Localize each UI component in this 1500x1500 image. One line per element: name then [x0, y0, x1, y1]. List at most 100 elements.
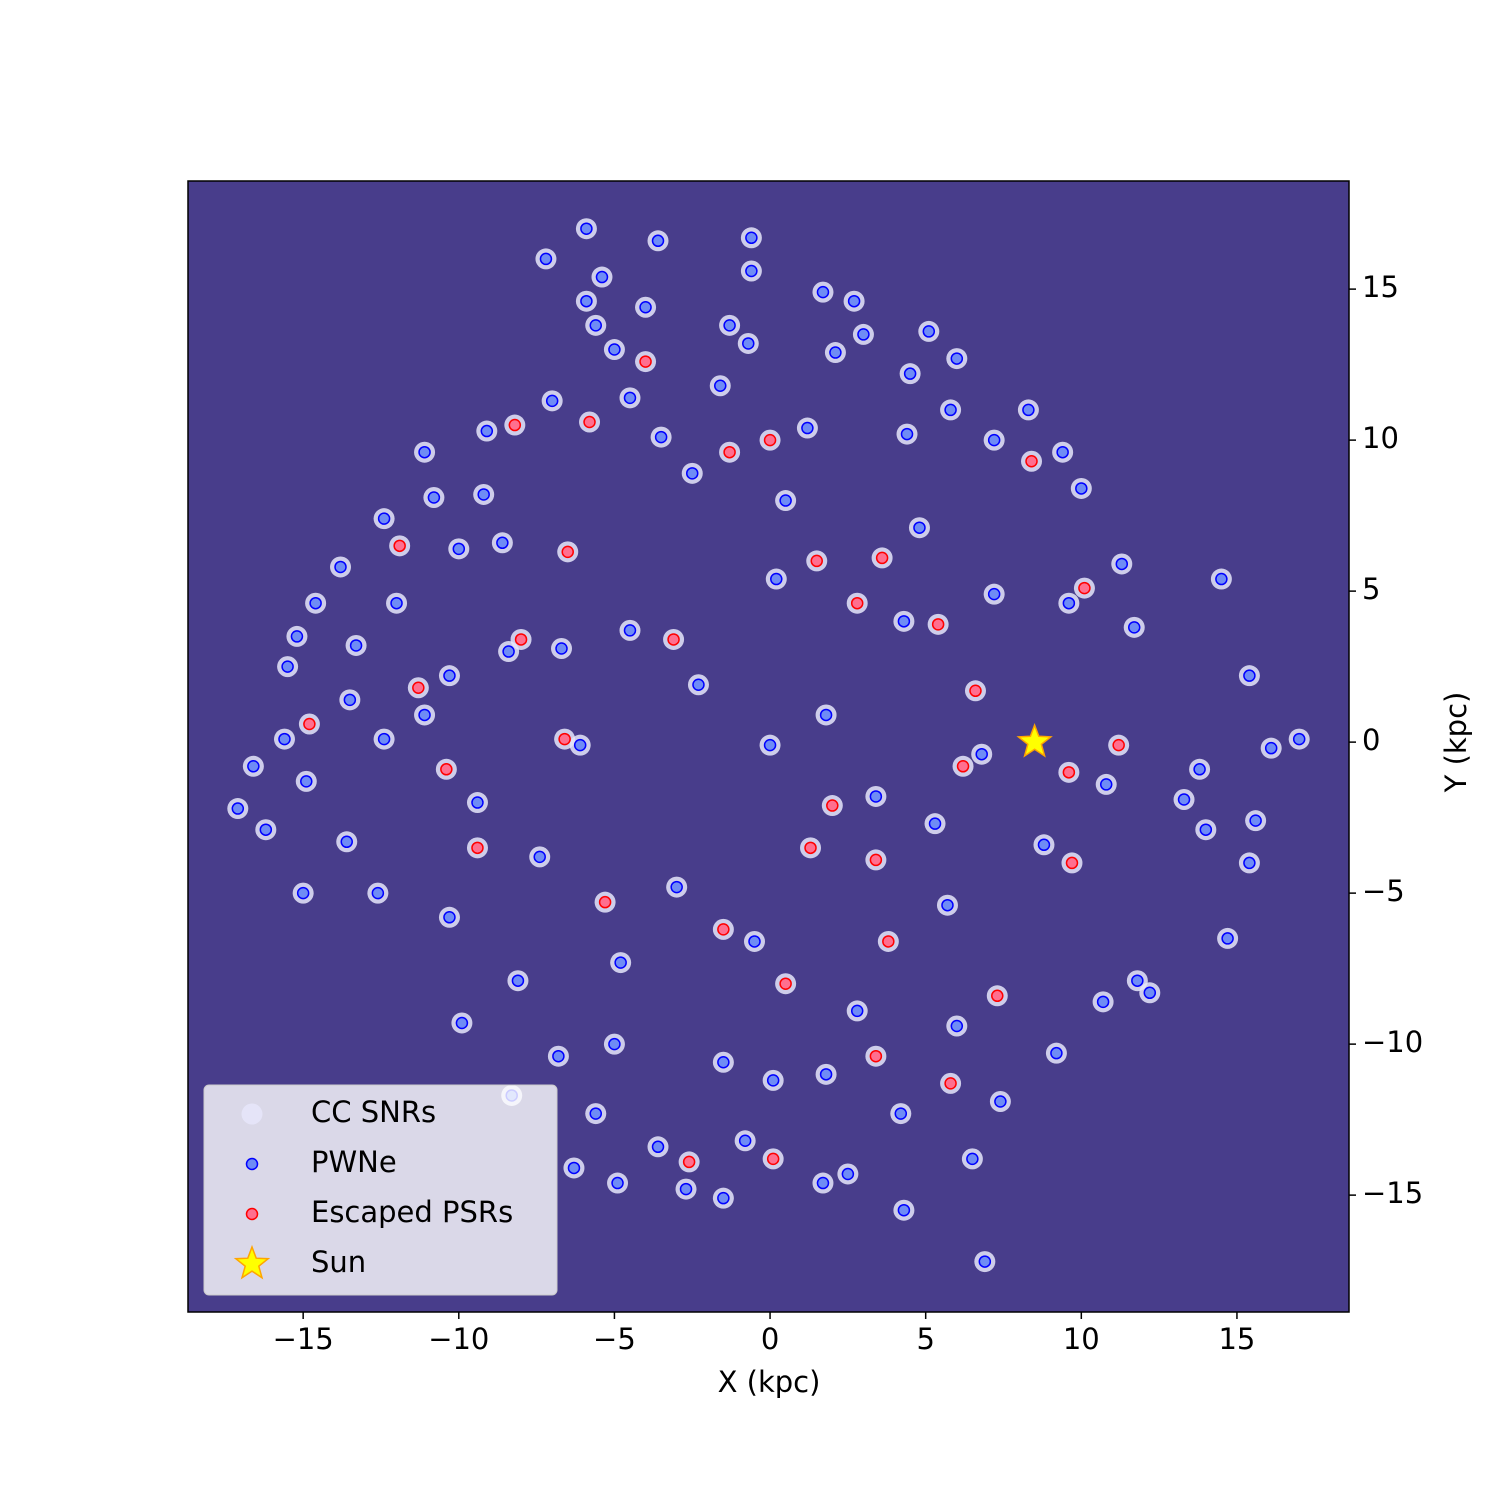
- data-point: [801, 421, 814, 435]
- data-point: [869, 790, 883, 803]
- data-point: [614, 956, 627, 969]
- data-point: [1177, 793, 1191, 806]
- data-point: [857, 328, 870, 341]
- data-point: [682, 1155, 696, 1169]
- data-point: [869, 1049, 883, 1063]
- data-point: [598, 895, 612, 909]
- data-point: [303, 717, 316, 731]
- data-point: [717, 1191, 730, 1205]
- legend-label: CC SNRs: [311, 1095, 436, 1129]
- legend-label: Sun: [311, 1245, 366, 1279]
- data-point: [804, 841, 817, 855]
- data-point: [278, 732, 291, 746]
- data-point: [667, 633, 680, 646]
- data-point: [580, 222, 593, 235]
- data-point: [393, 539, 406, 553]
- data-point: [1199, 823, 1213, 836]
- data-point: [259, 823, 273, 836]
- data-point: [300, 775, 313, 788]
- data-point: [555, 642, 568, 655]
- data-point: [452, 542, 466, 556]
- legend-marker: [241, 1103, 263, 1125]
- data-point: [1143, 986, 1157, 1000]
- data-point: [897, 1203, 911, 1217]
- data-point: [770, 572, 783, 586]
- plot-frame: [187, 180, 1350, 1313]
- y-tick-label: 5: [1362, 572, 1380, 606]
- data-point: [1062, 596, 1076, 610]
- data-point: [496, 536, 509, 550]
- data-point: [841, 1167, 855, 1181]
- data-point: [595, 270, 609, 284]
- data-point: [343, 693, 357, 707]
- legend-label: PWNe: [311, 1145, 397, 1179]
- data-point: [931, 618, 945, 631]
- data-point: [371, 886, 385, 900]
- data-point: [816, 1176, 830, 1190]
- x-tick-label: −10: [428, 1322, 489, 1356]
- data-point: [928, 817, 942, 830]
- data-point: [679, 1182, 693, 1196]
- data-point: [944, 403, 957, 417]
- data-point: [608, 343, 621, 356]
- data-point: [745, 264, 758, 278]
- data-point: [440, 763, 453, 776]
- data-point: [714, 379, 727, 393]
- data-point: [1078, 581, 1091, 595]
- data-point: [511, 974, 525, 987]
- legend-marker: [245, 1207, 259, 1221]
- data-point: [1016, 722, 1053, 758]
- data-point: [1099, 778, 1113, 791]
- data-point: [608, 1037, 621, 1051]
- legend: CC SNRs PWNe Escaped PSRs Sun: [203, 1084, 558, 1296]
- y-axis-label: Y (kpc): [1439, 692, 1473, 794]
- data-point: [875, 551, 889, 565]
- data-point: [1193, 763, 1206, 776]
- data-point: [639, 300, 652, 314]
- data-point: [1056, 445, 1069, 459]
- data-point: [1062, 766, 1076, 779]
- data-point: [390, 596, 403, 610]
- data-point: [1025, 455, 1038, 468]
- data-point: [1221, 932, 1234, 945]
- data-point: [1127, 621, 1141, 634]
- data-point: [533, 850, 546, 864]
- data-point: [1065, 856, 1079, 870]
- data-point: [477, 488, 490, 501]
- data-point: [847, 294, 861, 308]
- data-point: [850, 596, 864, 610]
- data-point: [975, 747, 988, 761]
- data-point: [1243, 856, 1256, 870]
- data-point: [589, 319, 603, 332]
- data-point: [738, 1134, 752, 1148]
- data-point: [443, 911, 456, 924]
- data-point: [1022, 403, 1035, 417]
- y-tick-label: 10: [1362, 421, 1399, 455]
- data-point: [558, 732, 571, 746]
- data-point: [247, 760, 260, 773]
- data-point: [1075, 482, 1088, 495]
- data-point: [944, 1077, 957, 1090]
- data-point: [1115, 557, 1129, 571]
- data-point: [281, 660, 294, 673]
- data-point: [573, 738, 587, 752]
- data-point: [900, 427, 914, 441]
- data-point: [922, 325, 936, 338]
- data-point: [334, 560, 347, 574]
- legend-marker: [245, 1157, 259, 1171]
- data-point: [969, 684, 982, 698]
- data-point: [826, 799, 839, 812]
- data-point: [561, 545, 574, 559]
- data-point: [654, 430, 668, 444]
- legend-box: [203, 1084, 558, 1296]
- data-point: [745, 231, 758, 245]
- x-tick-label: −5: [593, 1322, 636, 1356]
- data-point: [412, 681, 425, 695]
- data-point: [882, 935, 895, 948]
- data-point: [779, 494, 792, 507]
- data-point: [819, 1068, 833, 1081]
- data-point: [1264, 741, 1278, 755]
- data-point: [723, 319, 736, 332]
- data-point: [418, 445, 431, 459]
- data-point: [309, 596, 322, 610]
